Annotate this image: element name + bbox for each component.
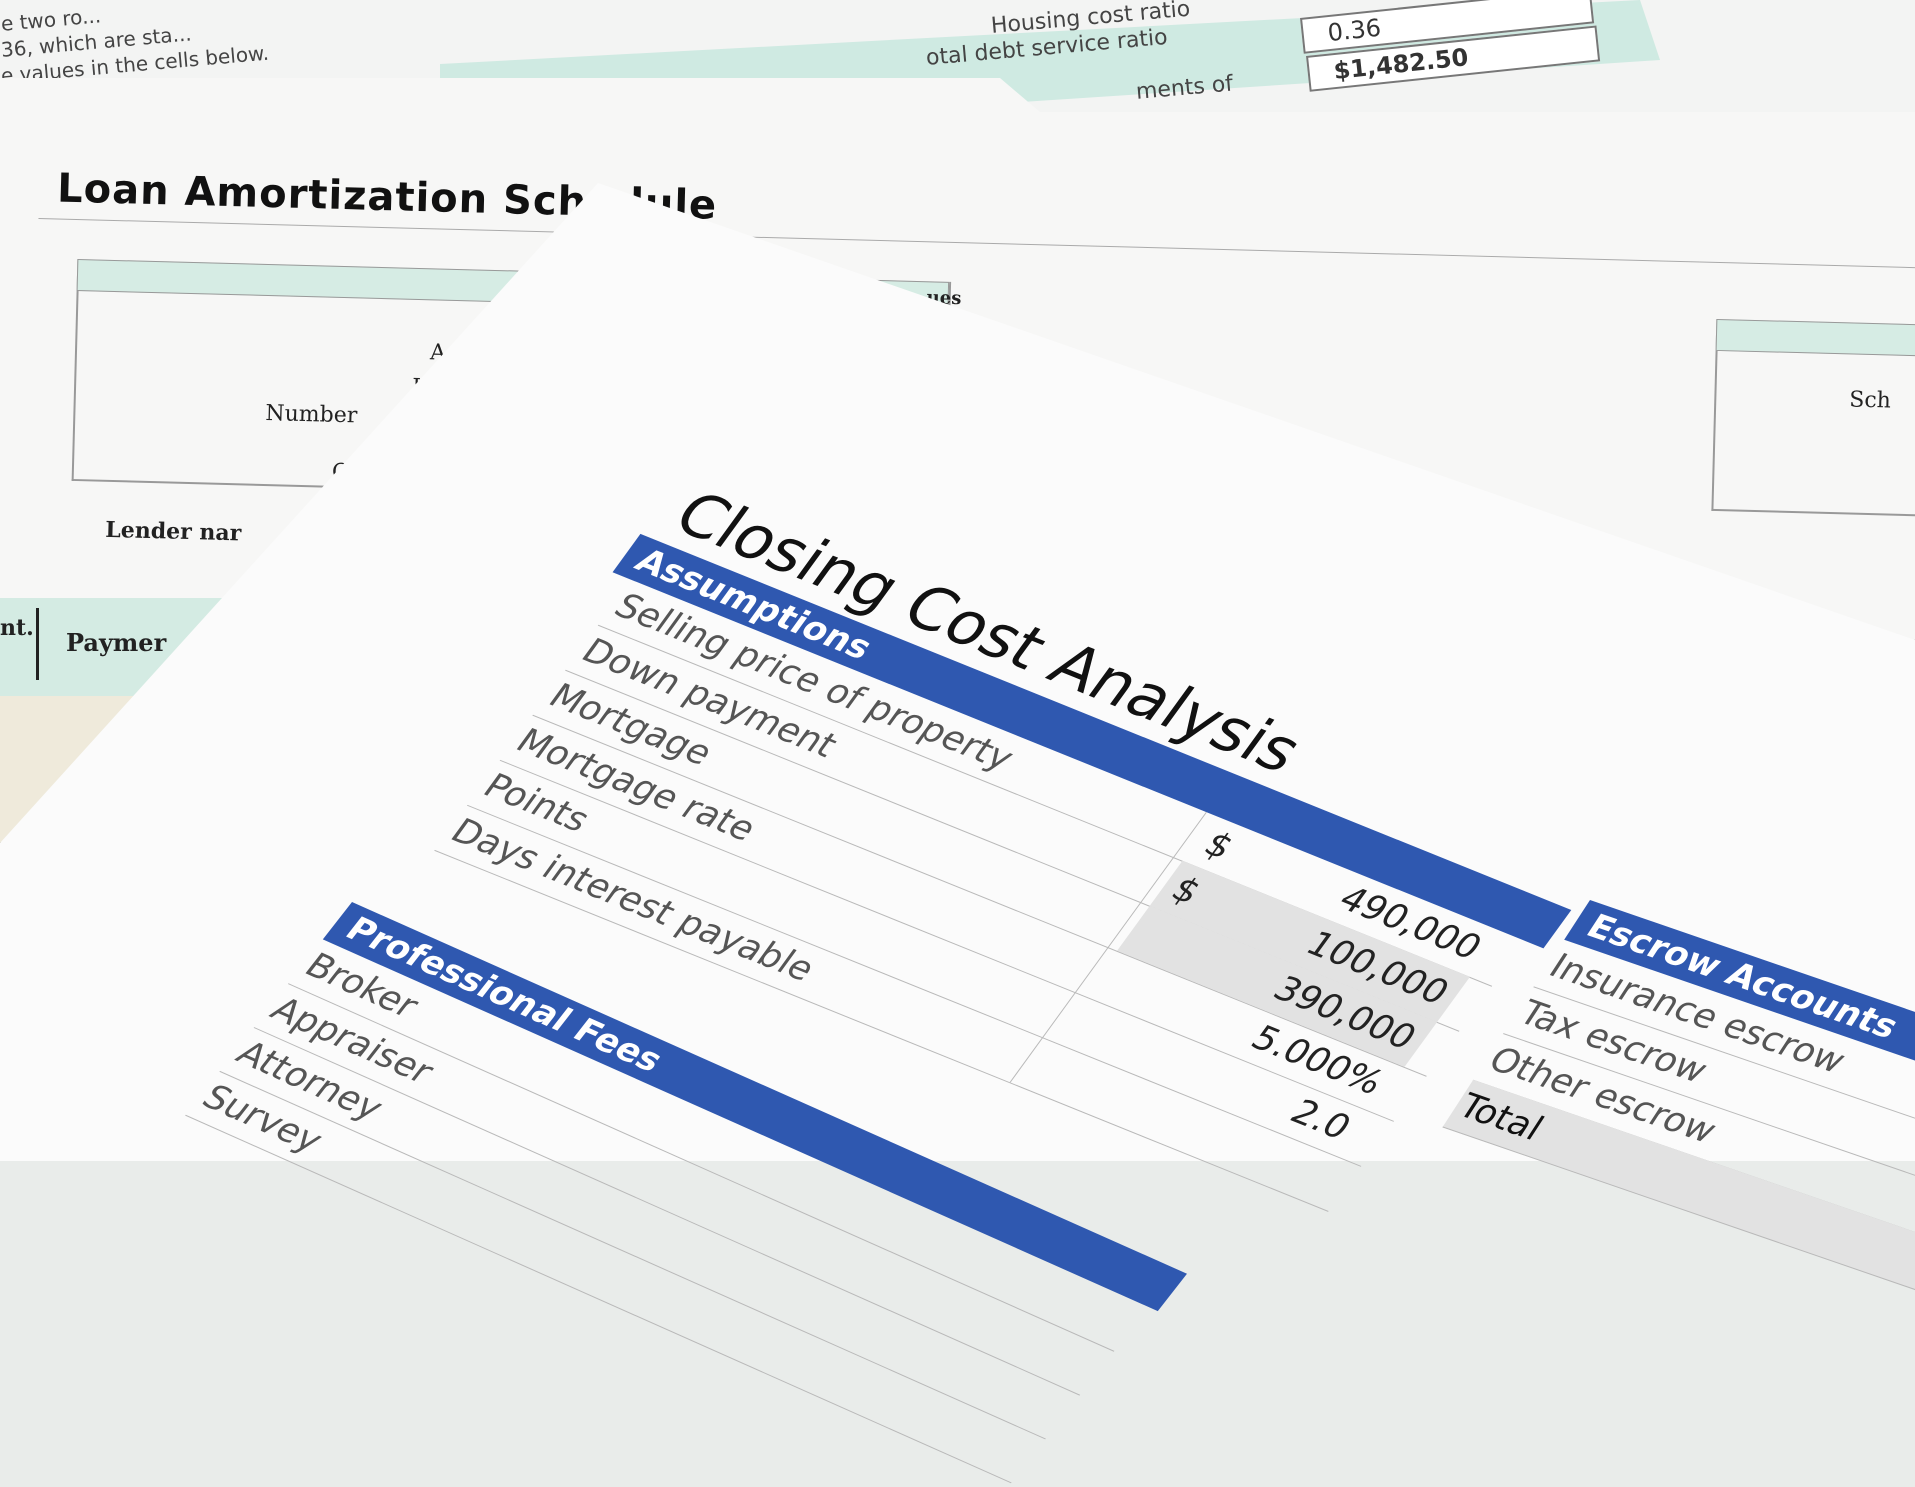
column-divider <box>36 608 39 680</box>
divider <box>38 217 1915 269</box>
partial-label: Sch <box>1849 387 1892 414</box>
lender-name-label: Lender nar <box>105 516 242 547</box>
partial-label: Number <box>265 400 358 429</box>
column-header: nt. <box>0 615 34 641</box>
payment-column-header: Paymer <box>66 628 167 657</box>
